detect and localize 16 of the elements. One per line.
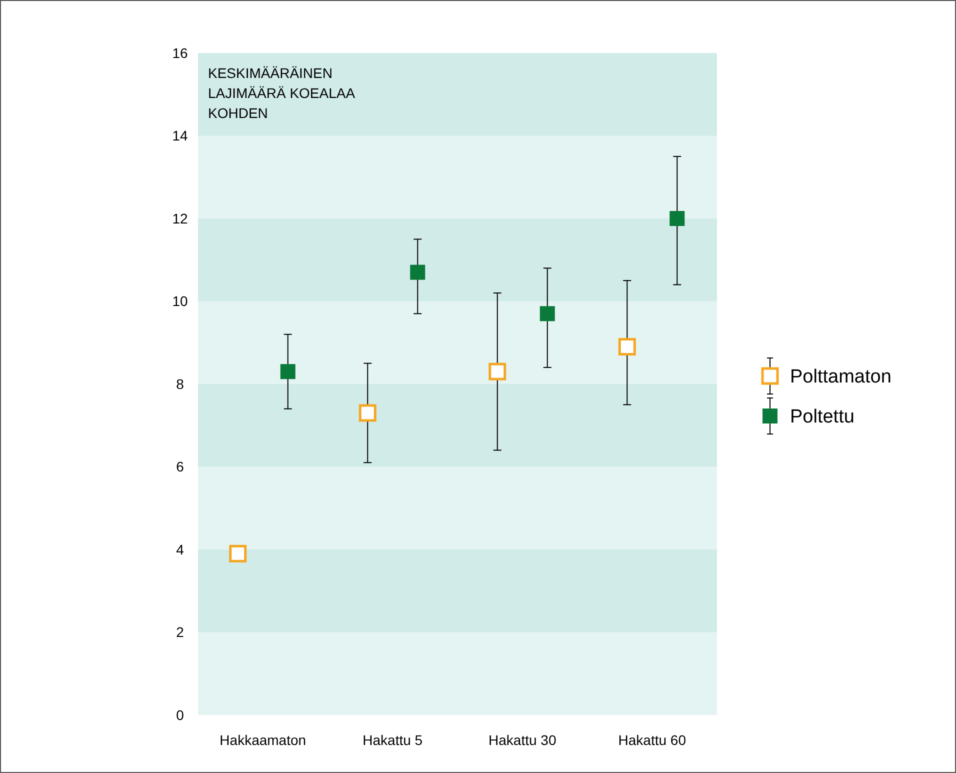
x-tick-label: Hakattu 30 <box>488 732 556 748</box>
y-tick-label: 12 <box>172 210 188 226</box>
x-tick-label: Hakkaamaton <box>220 732 306 748</box>
legend-label: Polttamaton <box>790 366 892 388</box>
y-tick-label: 6 <box>176 458 184 475</box>
x-tick-label: Hakattu 60 <box>618 732 686 748</box>
legend-label: Poltettu <box>790 406 854 428</box>
text: KESKIMÄÄRÄINEN LAJIMÄÄRÄ KOEALAA KOHDEN <box>208 65 356 121</box>
x-tick-label: Hakattu 5 <box>362 732 423 748</box>
y-tick-label: 16 <box>172 44 188 61</box>
y-tick-label: 0 <box>176 706 184 723</box>
y-tick-label: 8 <box>176 376 184 392</box>
y-tick-label: 4 <box>176 541 184 558</box>
y-tick-label: 2 <box>176 624 184 640</box>
y-tick-label: 14 <box>172 128 188 144</box>
y-tick-label: 10 <box>172 293 188 310</box>
